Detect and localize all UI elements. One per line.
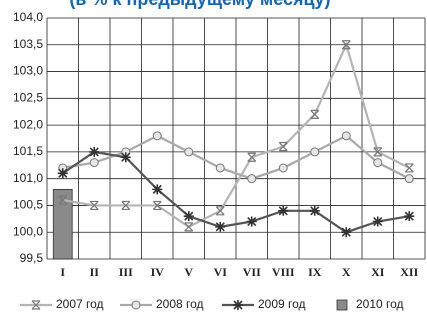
marker: [404, 211, 415, 222]
marker: [152, 131, 162, 141]
y-tick-label: 103,5: [13, 37, 43, 51]
marker: [247, 174, 257, 184]
y-tick-label: 104,0: [13, 10, 43, 24]
marker: [184, 147, 194, 157]
marker: [310, 109, 320, 119]
marker: [215, 206, 225, 216]
series-line: [62, 41, 410, 229]
marker: [404, 174, 414, 184]
x-tick-label: XII: [400, 265, 418, 279]
marker: [121, 200, 131, 211]
x-tick-label: IV: [151, 265, 165, 279]
x-tick-label: VII: [243, 265, 261, 279]
legend-item: 2007 год: [20, 297, 104, 311]
legend-item: 2009 год: [222, 297, 306, 311]
x-tick-label: XI: [371, 265, 385, 279]
marker: [373, 147, 383, 157]
series-line: [62, 150, 410, 234]
marker: [131, 300, 141, 310]
marker: [309, 205, 320, 216]
marker: [310, 147, 320, 157]
x-tick-label: V: [184, 265, 193, 279]
marker: [341, 131, 351, 141]
marker: [404, 163, 414, 173]
y-tick-label: 101,0: [13, 171, 43, 185]
x-tick-label: X: [342, 265, 351, 279]
y-tick-label: 102,0: [13, 117, 43, 131]
marker: [246, 216, 257, 227]
chart-title: (в % к предыдущему месяцу): [69, 0, 330, 9]
marker: [278, 141, 288, 152]
marker: [215, 221, 226, 232]
x-tick-label: III: [119, 265, 133, 279]
marker: [152, 200, 162, 211]
marker: [341, 40, 351, 50]
series-line: [62, 134, 410, 180]
marker: [336, 299, 348, 311]
legend-item: 2010 год: [336, 297, 404, 311]
legend-label: 2007 год: [56, 297, 104, 311]
x-tick-label: I: [60, 265, 65, 279]
marker: [89, 146, 100, 157]
legend-label: 2009 год: [258, 297, 306, 311]
y-tick-label: 103,0: [13, 64, 43, 78]
marker: [184, 222, 194, 232]
marker: [372, 216, 383, 227]
marker: [31, 300, 41, 310]
marker: [120, 152, 131, 163]
legend-item: 2008 год: [120, 297, 204, 311]
y-tick-label: 99,5: [20, 251, 44, 265]
marker: [57, 168, 68, 179]
bar: [52, 188, 73, 260]
marker: [247, 152, 257, 162]
x-tick-label: VIII: [272, 265, 295, 279]
marker: [373, 158, 383, 168]
marker: [58, 195, 68, 205]
x-tick-label: II: [90, 265, 100, 279]
marker: [278, 163, 288, 173]
marker: [341, 227, 352, 238]
marker: [278, 205, 289, 216]
y-tick-label: 100,5: [13, 198, 43, 212]
marker: [89, 158, 99, 168]
legend-label: 2010 год: [356, 297, 404, 311]
x-tick-label: IX: [308, 265, 322, 279]
legend-label: 2008 год: [156, 297, 204, 311]
marker: [215, 163, 225, 173]
marker: [152, 184, 163, 195]
y-tick-label: 101,5: [13, 144, 43, 158]
x-tick-label: VI: [214, 265, 228, 279]
marker: [183, 211, 194, 222]
marker: [233, 300, 243, 310]
marker: [89, 200, 99, 211]
y-tick-label: 100,0: [13, 224, 43, 238]
y-tick-label: 102,5: [13, 91, 43, 105]
